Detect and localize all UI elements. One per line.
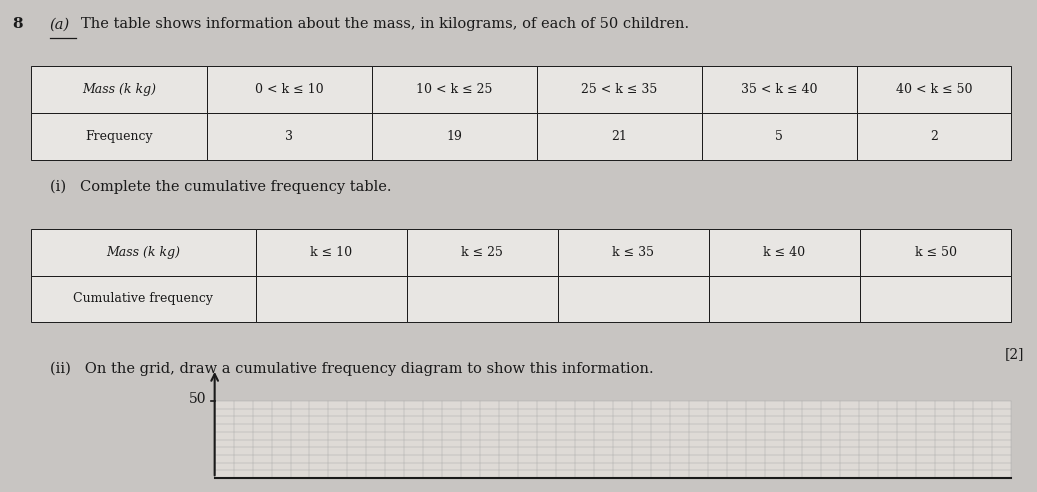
Text: 8: 8 xyxy=(12,17,23,31)
Text: Frequency: Frequency xyxy=(85,130,152,143)
Bar xyxy=(537,113,702,160)
Text: 5: 5 xyxy=(776,130,783,143)
Text: 50: 50 xyxy=(189,392,206,405)
Text: 40 < k ≤ 50: 40 < k ≤ 50 xyxy=(896,83,972,96)
Bar xyxy=(31,229,256,276)
Bar xyxy=(372,66,537,113)
Text: Mass (k kg): Mass (k kg) xyxy=(82,83,156,96)
Text: 35 < k ≤ 40: 35 < k ≤ 40 xyxy=(741,83,817,96)
Bar xyxy=(709,229,860,276)
Bar xyxy=(206,66,372,113)
Text: k ≤ 40: k ≤ 40 xyxy=(763,246,806,259)
Bar xyxy=(256,276,407,322)
Text: 10 < k ≤ 25: 10 < k ≤ 25 xyxy=(416,83,493,96)
Bar xyxy=(558,276,709,322)
Text: [2]: [2] xyxy=(1005,347,1025,361)
Bar xyxy=(407,229,558,276)
Bar xyxy=(215,401,1011,478)
Bar xyxy=(857,66,1011,113)
Bar xyxy=(206,113,372,160)
Text: k ≤ 10: k ≤ 10 xyxy=(310,246,353,259)
Text: (i)   Complete the cumulative frequency table.: (i) Complete the cumulative frequency ta… xyxy=(50,180,391,194)
Text: 3: 3 xyxy=(285,130,293,143)
Text: k ≤ 35: k ≤ 35 xyxy=(613,246,654,259)
Bar xyxy=(31,66,206,113)
Text: k ≤ 50: k ≤ 50 xyxy=(915,246,956,259)
Bar xyxy=(860,276,1011,322)
Text: Cumulative frequency: Cumulative frequency xyxy=(74,292,214,306)
Bar xyxy=(702,66,857,113)
Text: 0 < k ≤ 10: 0 < k ≤ 10 xyxy=(255,83,324,96)
Bar xyxy=(709,276,860,322)
Bar xyxy=(31,113,206,160)
Text: 19: 19 xyxy=(447,130,463,143)
Text: Mass (k kg): Mass (k kg) xyxy=(107,246,180,259)
Text: k ≤ 25: k ≤ 25 xyxy=(461,246,503,259)
Bar xyxy=(558,229,709,276)
Text: (ii)   On the grid, draw a cumulative frequency diagram to show this information: (ii) On the grid, draw a cumulative freq… xyxy=(50,362,653,376)
Text: The table shows information about the mass, in kilograms, of each of 50 children: The table shows information about the ma… xyxy=(81,17,689,31)
Text: 25 < k ≤ 35: 25 < k ≤ 35 xyxy=(582,83,657,96)
Bar xyxy=(31,276,256,322)
Bar xyxy=(372,113,537,160)
Text: (a): (a) xyxy=(50,17,71,31)
Text: 2: 2 xyxy=(930,130,937,143)
Bar xyxy=(702,113,857,160)
Bar xyxy=(256,229,407,276)
Bar xyxy=(860,229,1011,276)
Bar xyxy=(537,66,702,113)
Bar xyxy=(407,276,558,322)
Text: 21: 21 xyxy=(612,130,627,143)
Bar xyxy=(857,113,1011,160)
